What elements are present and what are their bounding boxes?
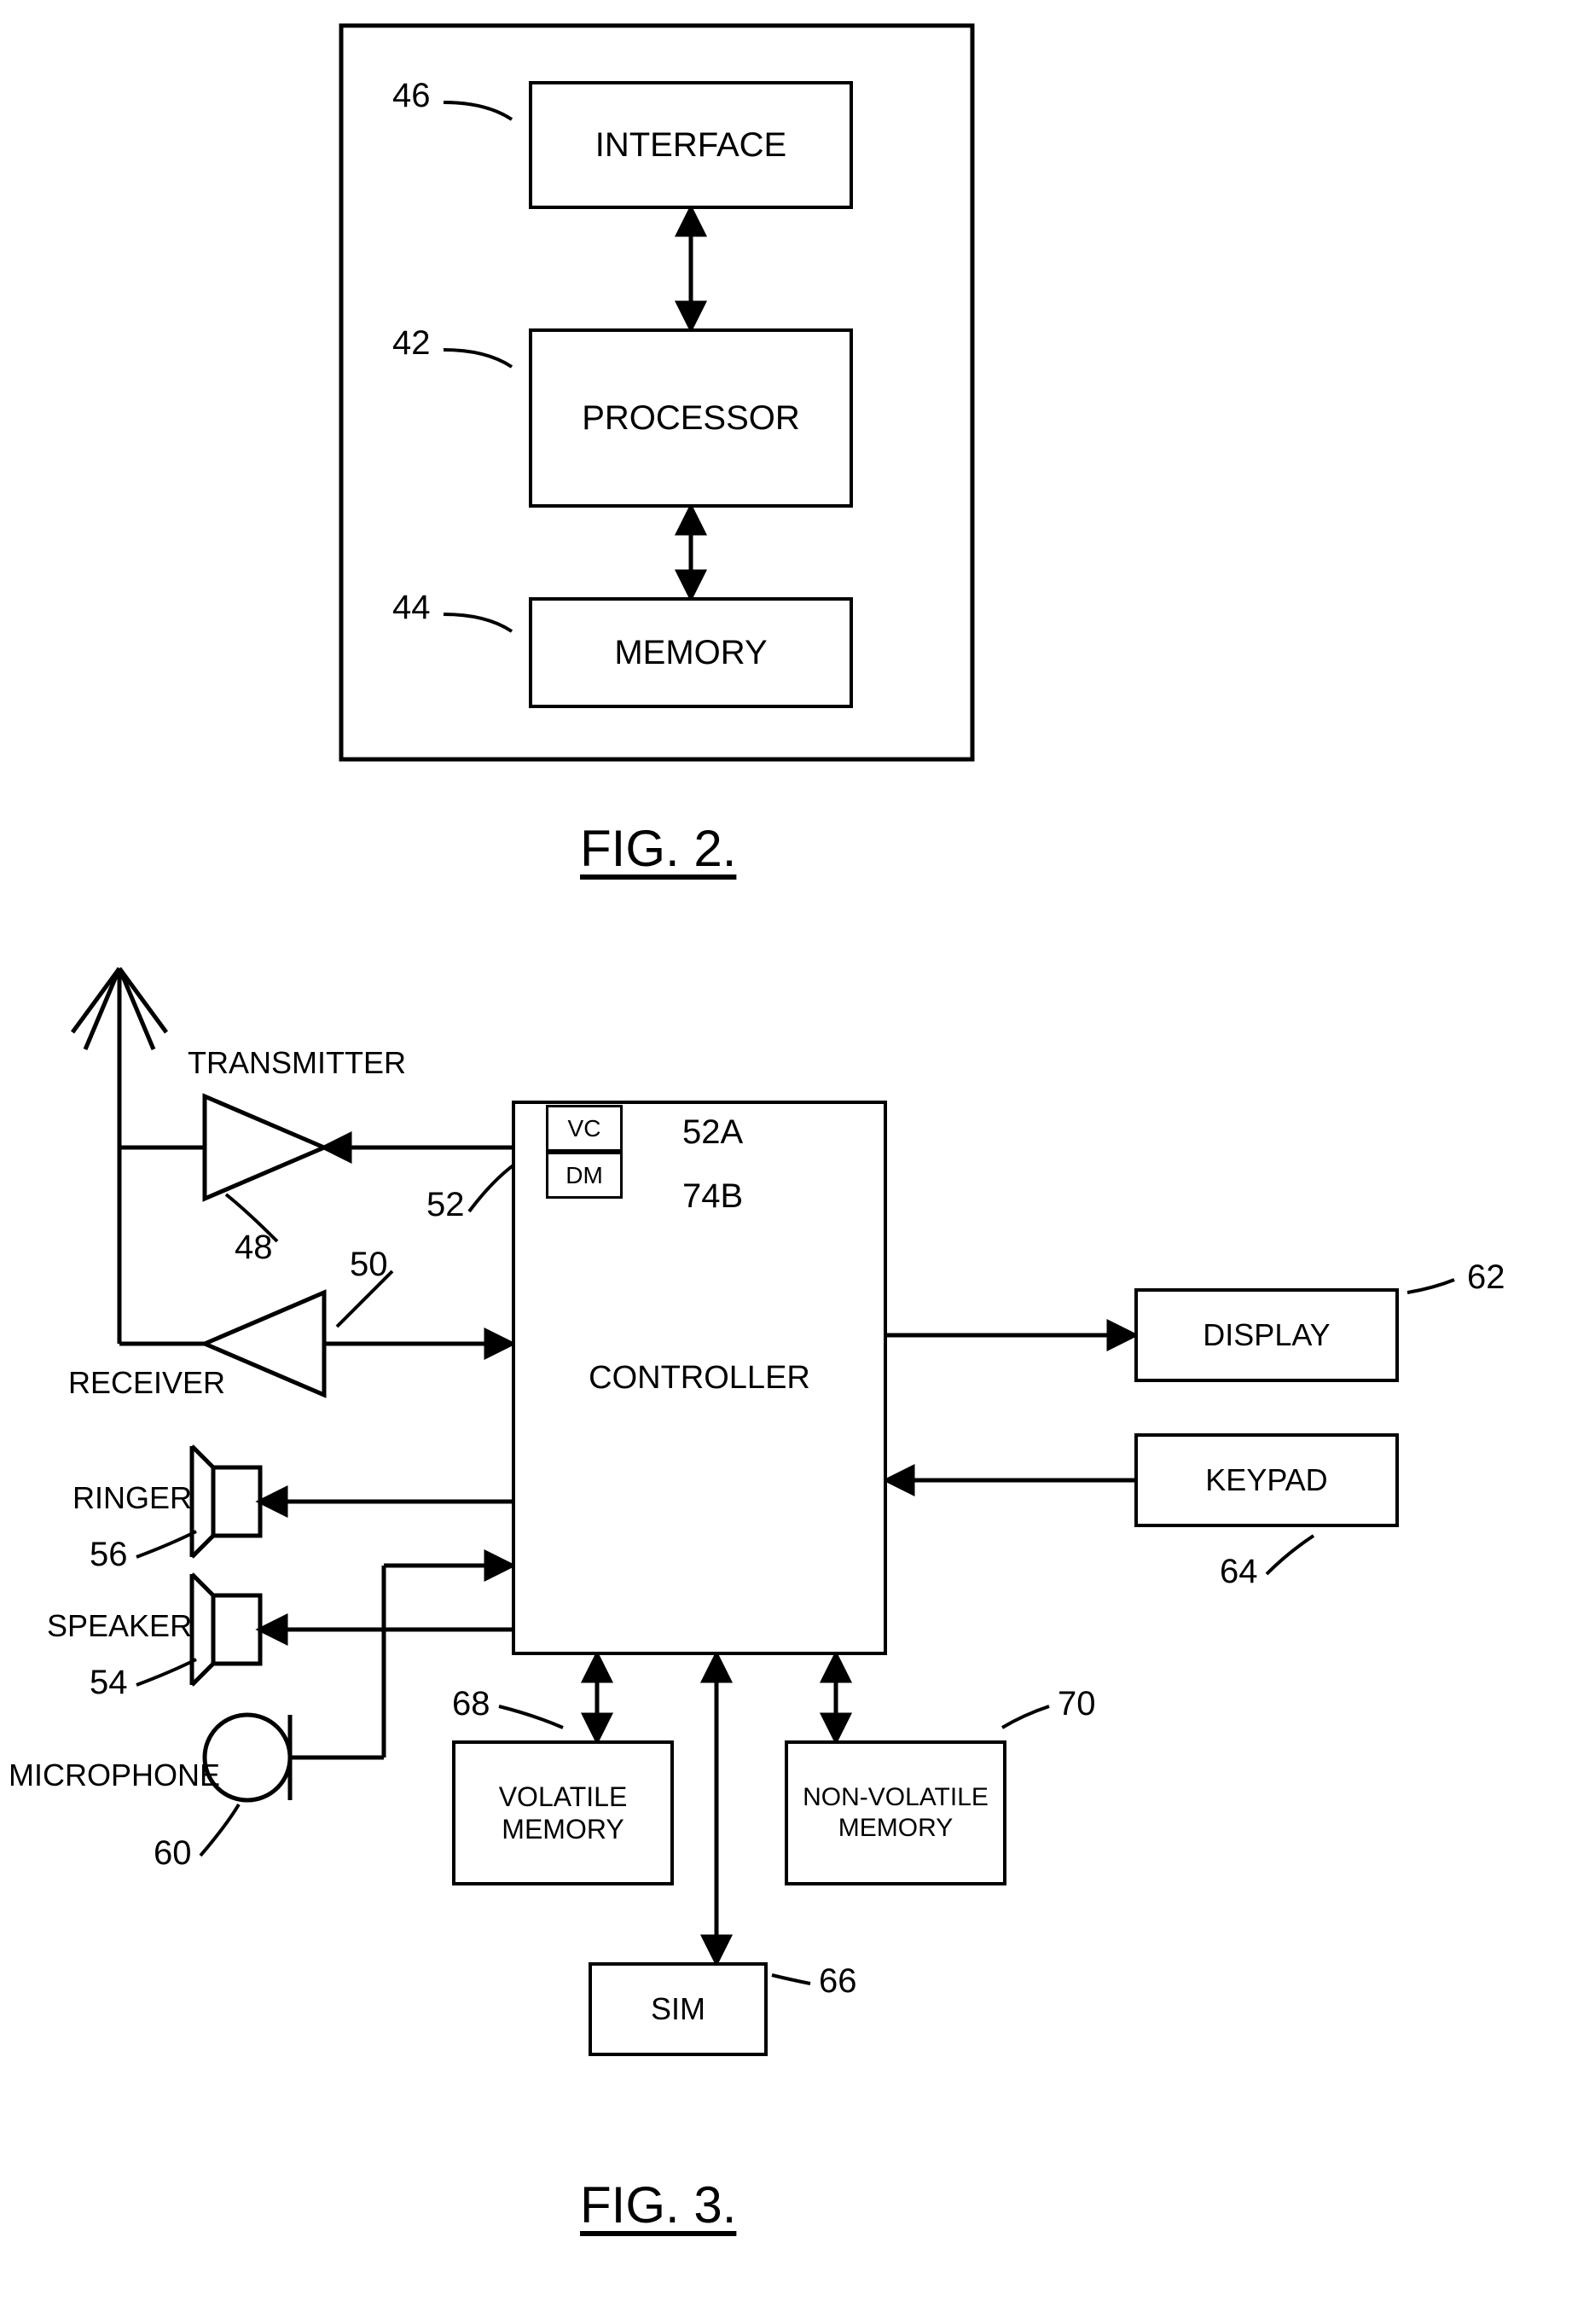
ref-64: 64 [1220, 1553, 1258, 1591]
sim-block: SIM [589, 1962, 768, 2056]
dm-label: DM [566, 1162, 603, 1189]
keypad-block: KEYPAD [1134, 1433, 1399, 1527]
transmitter-text: TRANSMITTER [188, 1045, 406, 1081]
page: INTERFACE PROCESSOR MEMORY 46 42 44 FIG.… [0, 0, 1595, 2324]
dm-block: DM [546, 1152, 623, 1199]
vc-block: VC [546, 1105, 623, 1152]
ref-52a: 52A [682, 1113, 743, 1152]
ringer-text: RINGER [72, 1480, 192, 1516]
ref-56: 56 [90, 1536, 128, 1574]
volmem-label: VOLATILE MEMORY [455, 1781, 670, 1846]
nvolmem-label: NON-VOLATILE MEMORY [792, 1782, 999, 1844]
ref-62: 62 [1467, 1258, 1505, 1297]
microphone-text: MICROPHONE [9, 1758, 220, 1793]
ref-60: 60 [154, 1834, 192, 1873]
ref-68: 68 [452, 1685, 490, 1723]
ref-52: 52 [426, 1186, 465, 1224]
ref-74b: 74B [682, 1177, 743, 1216]
speaker-text: SPEAKER [47, 1608, 192, 1644]
keypad-label: KEYPAD [1205, 1462, 1327, 1498]
ref-50: 50 [350, 1246, 388, 1284]
sim-label: SIM [651, 1991, 705, 2027]
receiver-text: RECEIVER [68, 1365, 225, 1401]
ref-70: 70 [1058, 1685, 1096, 1723]
ref-66: 66 [819, 1962, 857, 2001]
controller-label: CONTROLLER [589, 1360, 810, 1397]
volmem-block: VOLATILE MEMORY [452, 1740, 674, 1885]
display-label: DISPLAY [1203, 1317, 1330, 1353]
fig3-caption: FIG. 3. [580, 2176, 736, 2234]
ref-54: 54 [90, 1664, 128, 1702]
vc-label: VC [568, 1115, 601, 1142]
ref-48: 48 [235, 1229, 273, 1267]
nvolmem-block: NON-VOLATILE MEMORY [785, 1740, 1006, 1885]
display-block: DISPLAY [1134, 1288, 1399, 1382]
